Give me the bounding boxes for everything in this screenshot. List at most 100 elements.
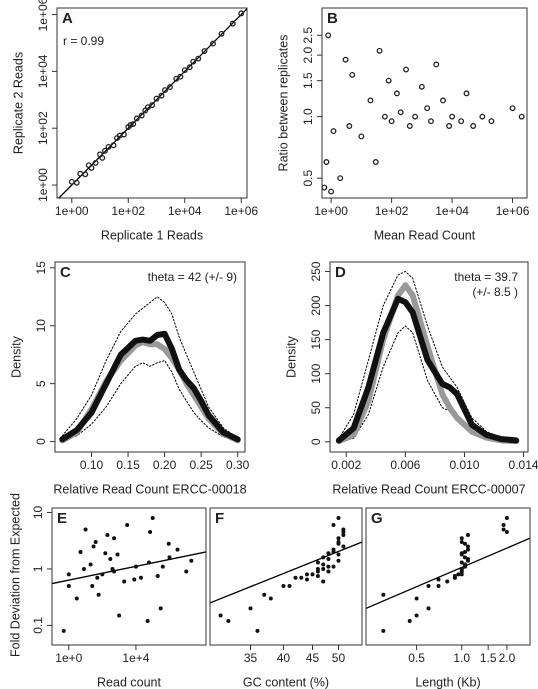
point <box>81 566 86 571</box>
point <box>155 573 160 578</box>
point <box>462 549 467 554</box>
point <box>456 572 461 577</box>
y-tick-label: 2.0 <box>301 46 315 63</box>
y-tick-label: 1e+06 <box>36 0 50 31</box>
point <box>167 555 172 560</box>
density-line <box>59 338 241 444</box>
point <box>226 618 231 623</box>
point <box>346 123 353 129</box>
y-tick-label: 1.5 <box>301 72 315 89</box>
point <box>433 61 440 68</box>
point <box>175 547 180 552</box>
density-line <box>335 295 520 444</box>
point <box>326 569 331 574</box>
panel-letter: C <box>60 264 71 281</box>
point <box>504 515 509 520</box>
point <box>336 558 341 563</box>
y-tick-label: 10 <box>34 319 48 333</box>
point <box>518 113 525 120</box>
point <box>96 592 101 597</box>
x-tick-label: 1e+00 <box>55 204 89 218</box>
point <box>88 164 95 171</box>
point <box>148 530 153 535</box>
point <box>372 159 379 165</box>
point <box>153 95 160 102</box>
point <box>195 55 202 62</box>
point <box>299 575 304 580</box>
x-tick-label: 1e+04 <box>435 204 469 218</box>
point <box>145 618 150 623</box>
y-tick-label: 1e+04 <box>36 54 50 88</box>
point <box>310 572 315 577</box>
point <box>336 552 341 557</box>
x-tick-label: 1e+04 <box>168 204 202 218</box>
point <box>501 527 506 532</box>
point <box>120 131 127 138</box>
point <box>133 115 140 122</box>
point <box>99 154 106 161</box>
point <box>110 142 117 149</box>
point <box>465 558 470 563</box>
point <box>426 583 431 588</box>
y-tick-label: 0 <box>34 438 48 445</box>
point <box>336 541 341 546</box>
point <box>406 123 413 129</box>
point <box>158 92 165 99</box>
point <box>412 113 419 120</box>
point <box>436 583 441 588</box>
y-tick-label: 0 <box>309 438 323 445</box>
point <box>112 536 117 541</box>
point <box>326 564 331 569</box>
point <box>427 118 434 125</box>
point <box>133 564 138 569</box>
y-tick-label: 100 <box>309 363 323 383</box>
x-tick-label: 0.30 <box>226 458 250 472</box>
point <box>462 555 467 560</box>
plot-frame <box>329 261 529 453</box>
point <box>459 572 464 577</box>
y-axis-title: Density <box>9 335 23 377</box>
point <box>189 558 194 563</box>
point <box>336 536 341 541</box>
fit-line <box>52 551 206 585</box>
point <box>186 64 193 71</box>
point <box>465 544 470 549</box>
x-axis-title: Replicate 1 Reads <box>101 228 203 242</box>
point <box>122 579 127 584</box>
point <box>82 171 89 178</box>
point <box>323 159 330 165</box>
x-tick-label: 2.0 <box>499 651 516 665</box>
annotation: (+/- 8.5 ) <box>472 285 518 299</box>
point <box>479 113 486 120</box>
point <box>61 628 66 633</box>
point <box>108 556 113 561</box>
density-line <box>338 325 517 443</box>
panel-letter: G <box>371 510 383 527</box>
x-tick-label: 1e+0 <box>55 651 82 665</box>
point <box>315 569 320 574</box>
x-tick-label: 1e+02 <box>375 204 409 218</box>
point <box>488 118 495 125</box>
point <box>470 123 477 129</box>
point <box>418 83 425 90</box>
point <box>93 539 98 544</box>
y-tick-label: 200 <box>309 295 323 315</box>
point <box>462 541 467 546</box>
point <box>321 579 326 584</box>
point <box>414 596 419 601</box>
panel-letter: E <box>57 510 67 527</box>
density-line <box>61 296 239 439</box>
point <box>407 618 412 623</box>
x-axis-title: Mean Read Count <box>374 228 476 242</box>
point <box>424 105 431 112</box>
panel: 1e+0 1e+4 0.1 1 10 Read count Fold Deviation f… <box>8 493 207 689</box>
point <box>403 66 409 73</box>
plot-frame <box>209 507 363 646</box>
point <box>73 179 80 186</box>
point <box>504 530 509 535</box>
point <box>110 566 115 571</box>
density-line <box>338 271 517 441</box>
point <box>103 551 108 556</box>
point <box>117 613 122 618</box>
